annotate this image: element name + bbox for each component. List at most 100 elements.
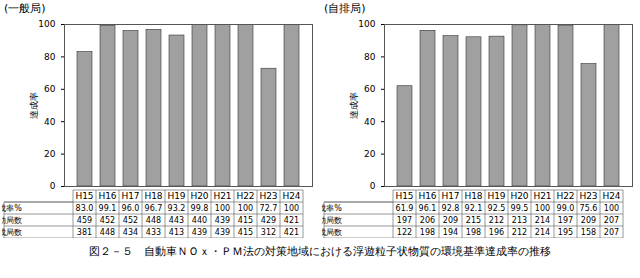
svg-text:439: 439 <box>215 216 230 225</box>
svg-text:99.1: 99.1 <box>99 204 117 213</box>
svg-text:H22: H22 <box>236 191 254 201</box>
svg-text:0: 0 <box>370 181 376 191</box>
svg-text:H19: H19 <box>487 191 505 201</box>
svg-text:194: 194 <box>443 228 458 237</box>
svg-text:212: 212 <box>489 216 504 225</box>
svg-text:92.8: 92.8 <box>442 204 460 213</box>
svg-text:415: 415 <box>238 228 253 237</box>
svg-text:214: 214 <box>535 228 550 237</box>
svg-text:80: 80 <box>364 52 376 62</box>
svg-text:100: 100 <box>38 19 55 29</box>
svg-text:H17: H17 <box>121 191 139 201</box>
svg-text:207: 207 <box>604 216 619 225</box>
svg-text:H19: H19 <box>167 191 185 201</box>
svg-text:198: 198 <box>420 228 435 237</box>
svg-text:H24: H24 <box>282 191 300 201</box>
svg-text:100: 100 <box>604 204 619 213</box>
svg-text:433: 433 <box>146 228 161 237</box>
svg-text:440: 440 <box>192 216 207 225</box>
svg-text:達成率: 達成率 <box>349 92 359 119</box>
svg-text:215: 215 <box>466 216 481 225</box>
svg-text:達成局数: 達成局数 <box>322 228 342 237</box>
svg-text:443: 443 <box>169 216 184 225</box>
svg-text:381: 381 <box>77 228 92 237</box>
svg-text:312: 312 <box>261 228 276 237</box>
svg-text:40: 40 <box>44 117 56 127</box>
svg-text:0: 0 <box>50 181 56 191</box>
svg-text:421: 421 <box>284 228 299 237</box>
svg-text:80: 80 <box>44 52 56 62</box>
svg-text:207: 207 <box>604 228 619 237</box>
svg-text:72.7: 72.7 <box>260 204 278 213</box>
svg-text:H18: H18 <box>464 191 482 201</box>
svg-text:H23: H23 <box>259 191 277 201</box>
svg-text:452: 452 <box>100 216 115 225</box>
svg-text:415: 415 <box>238 216 253 225</box>
svg-text:96.1: 96.1 <box>419 204 437 213</box>
svg-text:H20: H20 <box>190 191 208 201</box>
svg-text:214: 214 <box>535 216 550 225</box>
svg-text:93.2: 93.2 <box>168 204 186 213</box>
svg-text:H21: H21 <box>213 191 231 201</box>
svg-text:75.6: 75.6 <box>580 204 598 213</box>
svg-text:H16: H16 <box>418 191 436 201</box>
svg-text:有効局数: 有効局数 <box>322 216 342 225</box>
svg-text:100: 100 <box>358 19 375 29</box>
svg-text:439: 439 <box>192 228 207 237</box>
svg-text:196: 196 <box>489 228 504 237</box>
svg-text:83.0: 83.0 <box>76 204 94 213</box>
svg-text:100: 100 <box>215 204 230 213</box>
svg-text:達成率%: 達成率% <box>322 204 342 213</box>
svg-text:H21: H21 <box>533 191 551 201</box>
svg-text:197: 197 <box>397 216 412 225</box>
svg-text:H24: H24 <box>602 191 620 201</box>
svg-text:達成率: 達成率 <box>29 92 39 119</box>
svg-text:H17: H17 <box>441 191 459 201</box>
svg-text:158: 158 <box>581 228 596 237</box>
svg-text:434: 434 <box>123 228 138 237</box>
svg-text:209: 209 <box>581 216 596 225</box>
svg-text:達成率%: 達成率% <box>2 204 22 213</box>
svg-text:有効局数: 有効局数 <box>2 216 22 225</box>
svg-text:206: 206 <box>420 216 435 225</box>
svg-text:197: 197 <box>558 216 573 225</box>
svg-text:99.8: 99.8 <box>191 204 209 213</box>
svg-text:H18: H18 <box>144 191 162 201</box>
svg-text:99.5: 99.5 <box>511 204 529 213</box>
svg-text:20: 20 <box>44 149 56 159</box>
svg-text:459: 459 <box>77 216 92 225</box>
svg-text:429: 429 <box>261 216 276 225</box>
svg-text:448: 448 <box>146 216 161 225</box>
svg-text:40: 40 <box>364 117 376 127</box>
svg-text:100: 100 <box>238 204 253 213</box>
svg-text:198: 198 <box>466 228 481 237</box>
svg-text:209: 209 <box>443 216 458 225</box>
svg-text:100: 100 <box>535 204 550 213</box>
svg-text:達成局数: 達成局数 <box>2 228 22 237</box>
svg-text:96.7: 96.7 <box>145 204 163 213</box>
svg-text:92.1: 92.1 <box>465 204 483 213</box>
svg-text:195: 195 <box>558 228 573 237</box>
svg-text:H15: H15 <box>395 191 413 201</box>
svg-text:H20: H20 <box>510 191 528 201</box>
svg-text:H22: H22 <box>556 191 574 201</box>
svg-text:H16: H16 <box>98 191 116 201</box>
svg-text:96.0: 96.0 <box>122 204 140 213</box>
svg-text:92.5: 92.5 <box>488 204 506 213</box>
svg-text:61.9: 61.9 <box>396 204 414 213</box>
svg-text:H23: H23 <box>579 191 597 201</box>
svg-text:439: 439 <box>215 228 230 237</box>
svg-text:413: 413 <box>169 228 184 237</box>
svg-text:60: 60 <box>44 84 56 94</box>
svg-text:213: 213 <box>512 216 527 225</box>
svg-text:60: 60 <box>364 84 376 94</box>
svg-text:20: 20 <box>364 149 376 159</box>
svg-text:448: 448 <box>100 228 115 237</box>
svg-text:H15: H15 <box>75 191 93 201</box>
svg-text:421: 421 <box>284 216 299 225</box>
svg-text:100: 100 <box>284 204 299 213</box>
svg-text:452: 452 <box>123 216 138 225</box>
svg-text:99.0: 99.0 <box>557 204 575 213</box>
svg-text:122: 122 <box>397 228 412 237</box>
svg-text:212: 212 <box>512 228 527 237</box>
